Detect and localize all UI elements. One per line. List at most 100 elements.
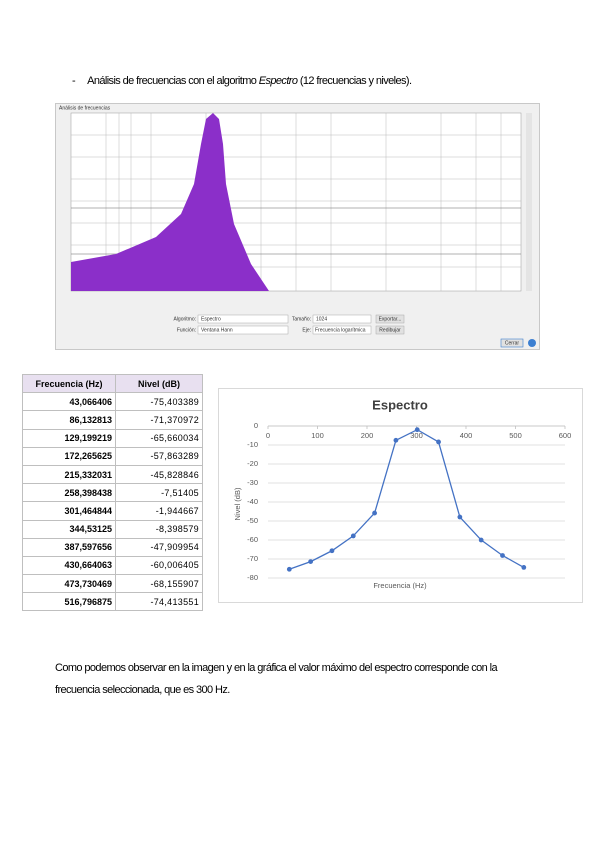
data-point — [329, 548, 335, 554]
y-axis-label: Nivel (dB) — [233, 487, 242, 520]
button[interactable] — [500, 338, 524, 348]
heading: - Análisis de frecuencias con el algoritm… — [72, 75, 412, 87]
x-tick-label: 200 — [361, 431, 374, 440]
table-cell: 258,398438 — [22, 483, 116, 503]
data-table: Frecuencia (Hz) Nivel (dB) 43,066406 -75,… — [22, 373, 203, 612]
button[interactable] — [375, 314, 405, 324]
table-row: 387,597656 -47,909954 — [22, 537, 203, 557]
x-tick-label: 600 — [559, 431, 572, 440]
x-tick-label: 400 — [460, 431, 473, 440]
heading-text: (12 frecuencias y niveles). — [297, 75, 412, 87]
table-cell: -1,944667 — [115, 501, 203, 521]
table-row: 172,265625 -57,863289 — [22, 446, 203, 466]
data-point — [350, 533, 356, 539]
y-tick-label: -50 — [247, 516, 258, 525]
table-row: 258,398438 -7,51405 — [22, 483, 203, 503]
data-point — [372, 510, 377, 516]
control-label: Eje: — [302, 327, 311, 333]
button-label: Exportar... — [379, 316, 402, 322]
table-cell: 172,265625 — [22, 446, 116, 466]
table-cell: -47,909954 — [115, 537, 203, 557]
header-row: Frecuencia (Hz) Nivel (dB) — [22, 373, 203, 394]
table-cell: -7,51405 — [115, 483, 203, 503]
table-cell: 129,199219 — [22, 428, 116, 448]
chart: Espectro Frecuencia (Hz) Nivel (dB) 0 -10… — [218, 388, 583, 603]
table-cell: 86,132813 — [22, 410, 116, 430]
y-tick-label: -20 — [247, 459, 258, 468]
table-row: 516,796875 -74,413551 — [22, 592, 203, 612]
data-point — [436, 439, 441, 445]
dropdown[interactable] — [197, 314, 289, 324]
table-cell: 301,464844 — [22, 501, 116, 521]
paragraph: Como podemos observar en la imagen y en … — [55, 657, 498, 701]
chart-frame — [218, 388, 583, 603]
table-row: 344,53125 -8,398579 — [22, 519, 203, 539]
series-line — [289, 428, 525, 570]
y-tick-label: -80 — [247, 573, 258, 582]
y-tick-label: 0 — [254, 421, 258, 430]
table-cell: 430,664063 — [22, 555, 116, 576]
control-label: Algoritmo: — [173, 316, 196, 322]
data-point — [521, 564, 527, 570]
bullet: - — [72, 75, 76, 87]
x-axis-label: Frecuencia (Hz) — [373, 581, 427, 590]
dropdown[interactable] — [197, 325, 289, 335]
window-title: Análisis de frecuencias — [59, 105, 111, 111]
button-label: Cerrar — [505, 340, 520, 346]
table-cell: 344,53125 — [22, 519, 116, 539]
spectrum-screenshot: Análisis de frecuencias Algoritmo: Espec… — [55, 103, 540, 350]
button[interactable] — [375, 325, 405, 335]
table-row: 43,066406 -75,403389 — [22, 392, 203, 412]
control-value: Espectro — [201, 316, 221, 322]
data-point — [308, 559, 314, 565]
control-value: Frecuencia logarítmica — [315, 327, 366, 333]
button-label: Redibujar — [379, 327, 401, 333]
y-tick-label: -60 — [247, 535, 258, 544]
y-tick-label: -30 — [247, 478, 258, 487]
y-tick-label: -10 — [247, 440, 258, 449]
paragraph-line: frecuencia seleccionada, que es 300 Hz. — [55, 684, 230, 696]
help-icon[interactable] — [528, 339, 536, 347]
scrollbar — [526, 113, 532, 291]
table-cell: -74,413551 — [115, 592, 203, 612]
table-cell: -45,828846 — [115, 464, 203, 485]
table-row: 473,730469 -68,155907 — [22, 574, 203, 594]
table-body: 43,066406 -75,403389 86,132813 -71,370972 12… — [22, 392, 203, 612]
x-tick-label: 500 — [509, 431, 522, 440]
table-cell: -75,403389 — [115, 392, 203, 412]
paragraph-line: Como podemos observar en la imagen y en … — [55, 662, 498, 674]
table-cell: -57,863289 — [115, 446, 203, 466]
table-row: 430,664063 -60,006405 — [22, 555, 203, 576]
table-cell: -68,155907 — [115, 574, 203, 594]
x-tick-label: 0 — [266, 431, 270, 440]
data-point — [414, 427, 420, 433]
control-label: Función: — [177, 327, 196, 333]
y-tick-label: -70 — [247, 554, 258, 563]
dropdown[interactable] — [312, 314, 372, 324]
table-cell: -65,660034 — [115, 428, 203, 448]
plot-grid — [71, 113, 521, 291]
control-label: Tamaño: — [292, 316, 311, 322]
table-row: 215,332031 -45,828846 — [22, 464, 203, 485]
heading-text: Análisis de frecuencias con el algoritmo — [87, 75, 259, 87]
data-point — [500, 553, 505, 558]
data-point — [478, 537, 484, 543]
table-row: 129,199219 -65,660034 — [22, 428, 203, 448]
y-tick-label: -40 — [247, 497, 258, 506]
table-cell: -8,398579 — [115, 519, 203, 539]
data-point — [286, 566, 292, 572]
table-cell: 43,066406 — [22, 392, 116, 412]
data-point — [393, 437, 399, 443]
x-tick-label: 100 — [311, 431, 324, 440]
dropdown[interactable] — [312, 325, 372, 335]
table-row: 86,132813 -71,370972 — [22, 410, 203, 430]
heading-italic: Espectro — [258, 75, 298, 87]
table-cell: 516,796875 — [22, 592, 116, 612]
header-cell: Nivel (dB) — [115, 373, 203, 394]
spectrum-area — [71, 113, 269, 291]
control-value: Ventana Hann — [201, 327, 233, 333]
table-cell: 387,597656 — [22, 537, 116, 557]
table-cell: -71,370972 — [115, 410, 203, 430]
table-cell: 473,730469 — [22, 574, 116, 594]
